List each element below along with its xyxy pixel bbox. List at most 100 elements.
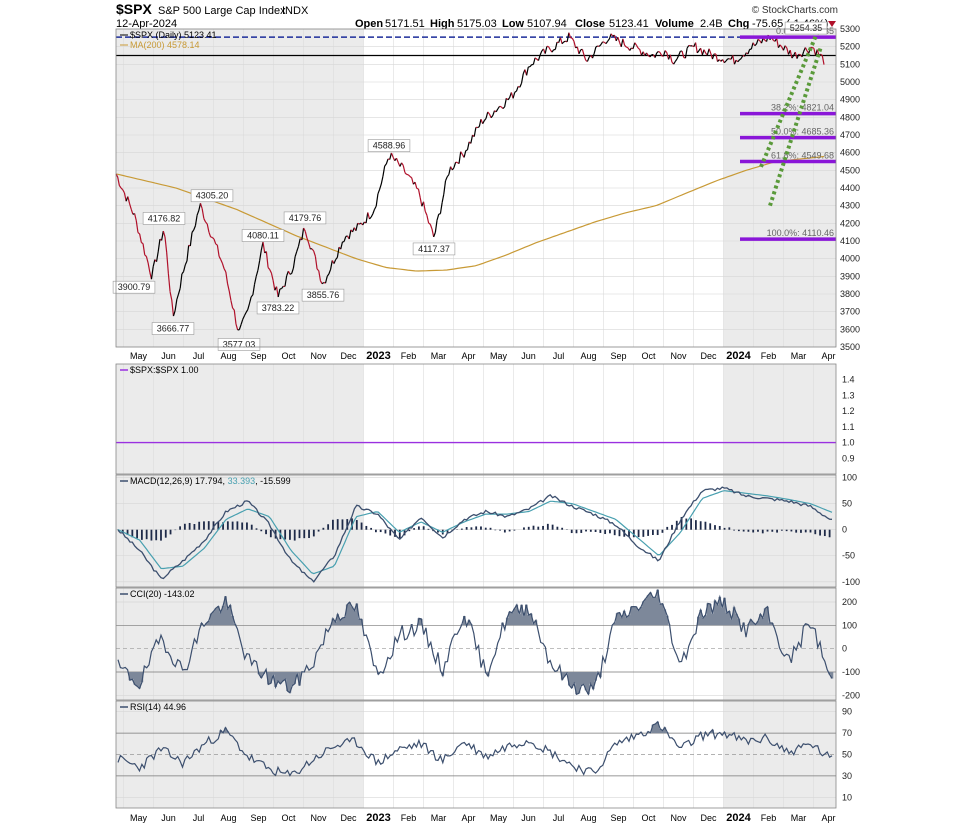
x-axis-label-bottom: Feb bbox=[761, 813, 777, 823]
price-segment bbox=[482, 120, 485, 125]
y-tick-label: 4700 bbox=[840, 130, 860, 140]
macd-histogram-bar bbox=[365, 525, 368, 530]
macd-histogram-bar bbox=[532, 525, 535, 530]
y-tick-label: 3600 bbox=[840, 324, 860, 334]
price-segment bbox=[443, 180, 447, 195]
price-segment bbox=[118, 185, 122, 189]
x-axis-label-price: Jun bbox=[161, 351, 176, 361]
price-segment bbox=[674, 58, 678, 62]
price-segment bbox=[684, 48, 688, 59]
macd-histogram-bar bbox=[207, 521, 210, 530]
price-segment bbox=[463, 150, 467, 158]
macd-histogram-bar bbox=[212, 521, 215, 530]
price-segment bbox=[453, 162, 457, 168]
price-segment bbox=[654, 52, 658, 58]
price-segment bbox=[179, 273, 183, 289]
price-segment bbox=[678, 50, 681, 56]
price-segment bbox=[626, 46, 629, 49]
price-segment bbox=[532, 57, 536, 65]
x-axis-label-price: Mar bbox=[791, 351, 807, 361]
macd-histogram-bar bbox=[437, 529, 439, 533]
price-segment bbox=[649, 54, 653, 58]
price-segment bbox=[134, 213, 137, 221]
price-segment bbox=[607, 38, 610, 42]
macd-histogram-bar bbox=[183, 523, 186, 530]
price-segment bbox=[297, 238, 301, 247]
price-segment bbox=[571, 37, 575, 42]
price-segment bbox=[694, 42, 698, 53]
macd-histogram-bar bbox=[613, 529, 616, 536]
price-segment bbox=[750, 42, 754, 50]
y-tick-label: 5000 bbox=[840, 77, 860, 87]
price-segment bbox=[193, 225, 196, 231]
macd-y-tick: -50 bbox=[842, 551, 855, 561]
macd-histogram-bar bbox=[121, 529, 124, 533]
y-tick-label: 4800 bbox=[840, 112, 860, 122]
macd-histogram-bar bbox=[604, 529, 607, 535]
x-axis-label-bottom: Apr bbox=[461, 813, 475, 823]
macd-histogram-bar bbox=[589, 529, 592, 532]
price-segment bbox=[796, 54, 800, 59]
price-segment bbox=[152, 259, 156, 267]
price-segment bbox=[123, 192, 127, 202]
price-segment bbox=[240, 319, 244, 325]
price-segment bbox=[385, 158, 389, 165]
price-segment bbox=[566, 32, 570, 42]
ratio-y-tick: 1.3 bbox=[842, 390, 855, 400]
price-segment bbox=[167, 273, 171, 292]
price-segment bbox=[417, 188, 421, 198]
price-segment bbox=[208, 231, 212, 238]
macd-y-tick: 100 bbox=[842, 473, 857, 483]
macd-histogram-bar bbox=[246, 522, 248, 530]
price-segment bbox=[390, 152, 394, 158]
macd-histogram-bar bbox=[690, 518, 693, 530]
macd-histogram-bar bbox=[260, 529, 263, 532]
x-axis-label-bottom: Mar bbox=[791, 813, 807, 823]
x-axis-label-price: Aug bbox=[220, 351, 236, 361]
x-axis-label-price: Oct bbox=[281, 351, 296, 361]
x-axis-label-price: May bbox=[490, 351, 508, 361]
price-segment bbox=[794, 51, 798, 59]
price-segment bbox=[419, 197, 423, 207]
price-segment bbox=[744, 52, 747, 57]
macd-histogram-bar bbox=[250, 524, 253, 530]
price-segment bbox=[270, 273, 274, 281]
macd-y-tick: -100 bbox=[842, 577, 860, 587]
price-segment bbox=[194, 215, 198, 226]
price-segment bbox=[253, 276, 257, 285]
price-segment bbox=[259, 249, 262, 261]
price-segment bbox=[804, 47, 808, 52]
price-segment bbox=[141, 241, 144, 245]
x-axis-label-bottom: Nov bbox=[670, 813, 687, 823]
price-annotation-box bbox=[256, 301, 300, 315]
price-segment bbox=[520, 73, 524, 84]
x-axis-label-bottom: Jun bbox=[521, 813, 536, 823]
x-axis-label-bottom: Jul bbox=[193, 813, 205, 823]
price-segment bbox=[340, 241, 344, 250]
price-segment bbox=[205, 221, 208, 225]
price-segment bbox=[434, 220, 438, 233]
price-segment bbox=[646, 52, 649, 56]
price-segment bbox=[169, 291, 173, 301]
y-tick-label: 3800 bbox=[840, 289, 860, 299]
y-tick-label: 3700 bbox=[840, 307, 860, 317]
price-annotation-box bbox=[190, 189, 234, 203]
macd-histogram-bar bbox=[785, 529, 788, 532]
y-tick-label: 3500 bbox=[840, 342, 860, 352]
price-annotation-box bbox=[301, 288, 345, 302]
y-tick-label: 5100 bbox=[840, 59, 860, 69]
macd-histogram-bar bbox=[332, 519, 334, 530]
price-segment bbox=[321, 281, 325, 285]
price-segment bbox=[600, 41, 604, 45]
low-label: Low bbox=[502, 18, 524, 30]
macd-histogram-bar bbox=[198, 521, 201, 530]
y-tick-label: 4200 bbox=[840, 218, 860, 228]
macd-signal-line bbox=[117, 490, 833, 575]
price-segment bbox=[314, 256, 318, 270]
price-segment bbox=[703, 49, 707, 54]
price-segment bbox=[199, 203, 203, 209]
macd-histogram-bar bbox=[169, 529, 172, 535]
macd-histogram-bar bbox=[666, 526, 669, 530]
price-segment bbox=[306, 237, 310, 244]
price-segment bbox=[380, 175, 384, 185]
